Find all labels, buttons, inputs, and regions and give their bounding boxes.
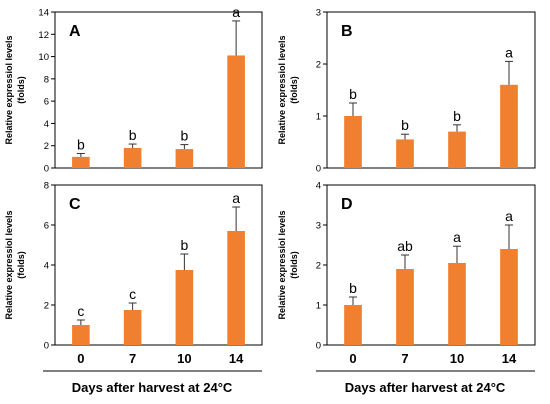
y-tick-label: 0 (316, 341, 321, 352)
x-tick-label: 14 (229, 351, 244, 366)
bar (72, 325, 90, 345)
bar (123, 310, 142, 345)
x-tick-label: 10 (177, 351, 191, 366)
y-axis-label: (folds) (289, 76, 299, 104)
y-tick-label: 6 (44, 97, 49, 108)
x-axis-title-left-text: Days after harvest at 24°C (72, 380, 233, 395)
y-tick-label: 0 (316, 164, 321, 175)
y-tick-label: 0 (44, 341, 49, 352)
y-tick-label: 4 (44, 261, 49, 272)
significance-label: a (505, 208, 513, 224)
x-axis-title-right: Days after harvest at 24°C (316, 370, 535, 395)
significance-label: a (232, 4, 240, 20)
significance-label: a (232, 190, 240, 206)
panel-letter: A (69, 23, 81, 40)
bar (344, 305, 362, 345)
x-tick-label: 10 (450, 351, 464, 366)
y-tick-label: 2 (316, 261, 321, 272)
bar (396, 269, 414, 345)
y-tick-label: 2 (44, 141, 49, 152)
significance-label: b (180, 237, 188, 253)
x-axis-title-right-text: Days after harvest at 24°C (345, 380, 506, 395)
y-tick-label: 10 (38, 52, 49, 63)
panel-letter: B (341, 23, 353, 40)
panel-a: 0 2 4 6 8 10 12 14 Relative expressiol levels (fo… (4, 4, 263, 175)
significance-label: b (401, 117, 409, 133)
y-tick-label: 1 (316, 112, 321, 123)
plot-frame (326, 11, 536, 169)
y-tick-label: 8 (44, 74, 49, 85)
y-tick-label: 2 (44, 301, 49, 312)
y-tick-label: 4 (316, 181, 321, 192)
y-tick-label: 6 (44, 221, 49, 232)
y-axis-label: (folds) (289, 251, 299, 279)
bar (175, 270, 194, 345)
y-tick-label: 4 (44, 119, 49, 130)
x-tick-label: 0 (349, 351, 356, 366)
y-tick-label: 8 (44, 181, 49, 192)
significance-label: c (129, 286, 136, 302)
bar (227, 231, 245, 345)
y-axis-label: (folds) (16, 76, 26, 104)
significance-label: b (453, 108, 461, 124)
y-tick-label: 0 (44, 164, 49, 175)
y-tick-label: 2 (316, 60, 321, 71)
panel-d: 0 1 2 3 4 Relative expressiol levels (folds) Db… (277, 181, 536, 366)
bar (344, 116, 362, 168)
bar (72, 156, 90, 168)
significance-label: b (77, 137, 85, 153)
bar (396, 139, 414, 168)
significance-label: b (349, 280, 357, 296)
panel-c: 0 2 4 6 8 Relative expressiol levels (folds) Cc… (4, 181, 263, 366)
y-axis-label: Relative expressiol levels (277, 35, 287, 144)
y-tick-label: 3 (316, 8, 321, 19)
y-tick-label: 3 (316, 221, 321, 232)
significance-label: c (77, 303, 84, 319)
bar (448, 131, 466, 168)
plot-frame (54, 11, 263, 169)
x-tick-label: 0 (77, 351, 84, 366)
significance-label: b (129, 127, 137, 143)
y-axis-label: (folds) (16, 251, 26, 279)
y-axis-label: Relative expressiol levels (4, 210, 14, 319)
bar (123, 147, 142, 168)
x-tick-label: 14 (502, 351, 517, 366)
y-tick-label: 14 (38, 8, 49, 19)
x-axis-title-left: Days after harvest at 24°C (43, 370, 262, 395)
y-axis-label: Relative expressiol levels (277, 210, 287, 319)
bar (175, 149, 194, 168)
panel-b: 0 1 2 3 Relative expressiol levels (folds) Bb b… (277, 8, 536, 175)
bar (227, 55, 245, 169)
significance-label: a (505, 44, 513, 60)
y-tick-label: 1 (316, 301, 321, 312)
significance-label: b (349, 86, 357, 102)
y-axis-label: Relative expressiol levels (4, 35, 14, 144)
significance-label: ab (397, 238, 413, 254)
x-tick-label: 7 (129, 351, 136, 366)
significance-label: a (453, 229, 461, 245)
panel-letter: D (341, 196, 353, 213)
x-tick-label: 7 (401, 351, 408, 366)
bar (500, 249, 518, 345)
bar (500, 84, 518, 168)
significance-label: b (180, 128, 188, 144)
y-tick-label: 12 (38, 30, 49, 41)
bar (448, 263, 466, 345)
panel-letter: C (69, 196, 81, 213)
